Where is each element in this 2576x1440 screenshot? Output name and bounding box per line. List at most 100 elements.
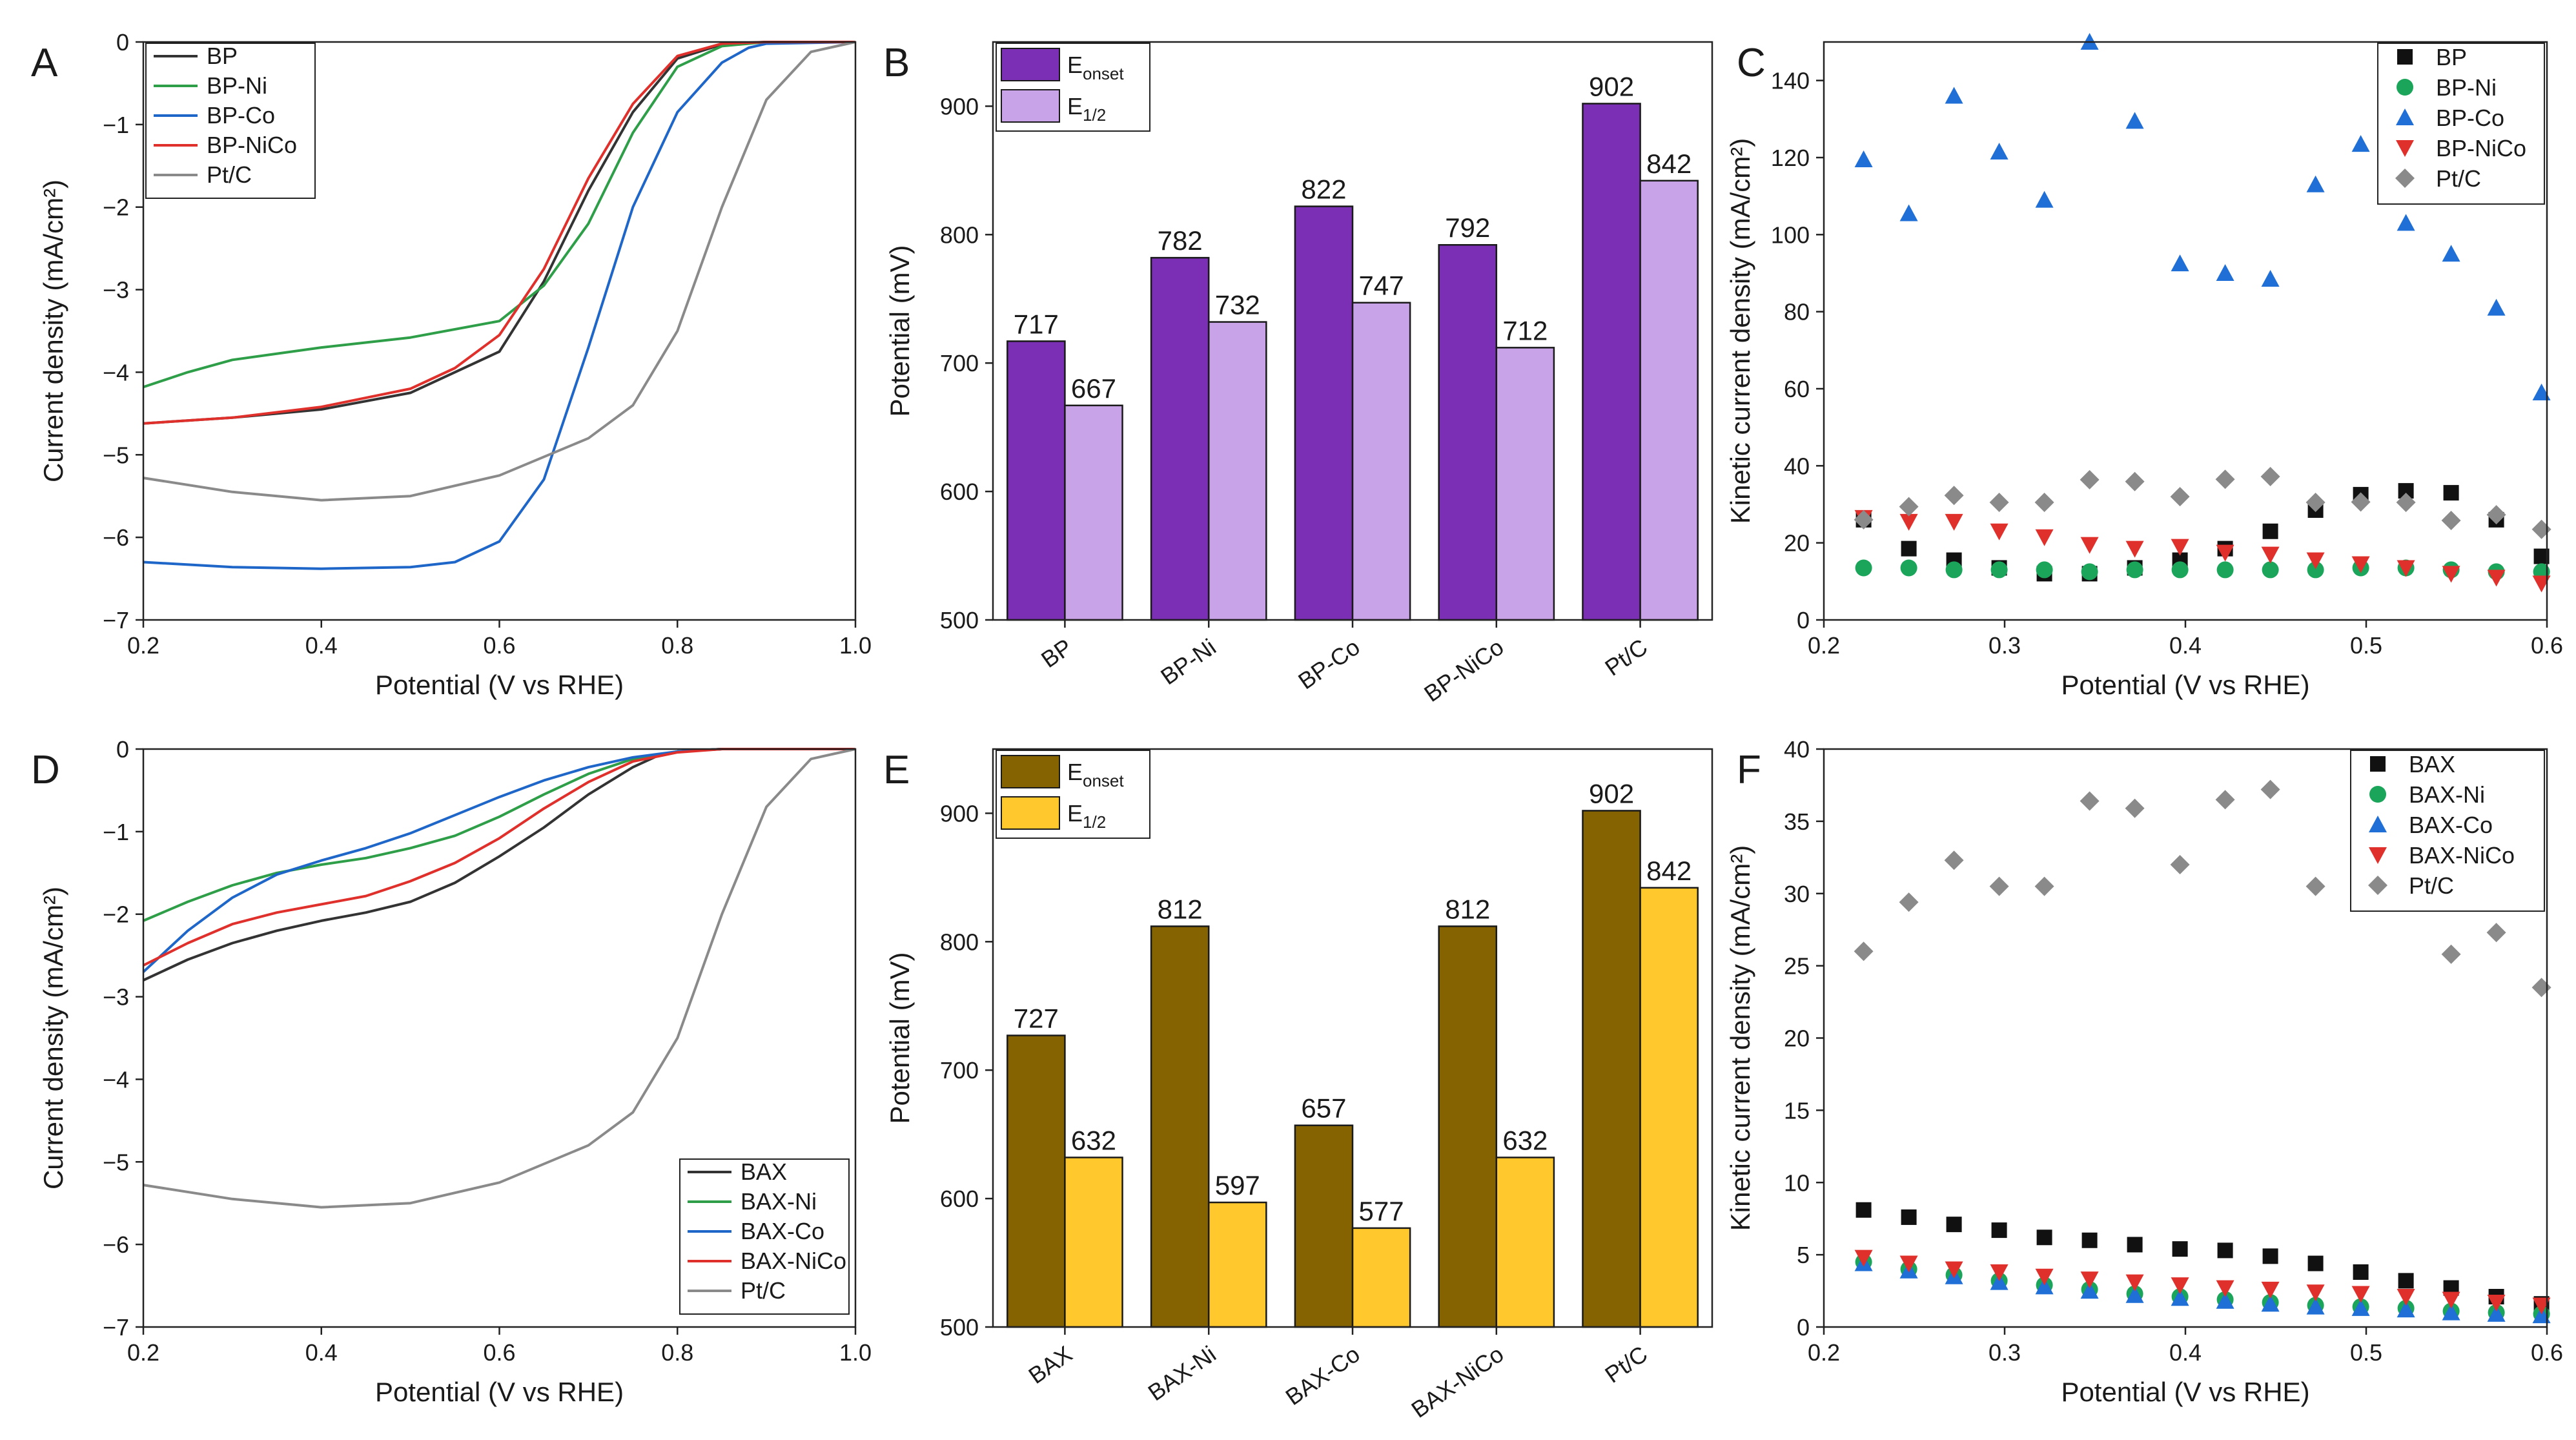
legend-label: BP-Ni bbox=[2436, 74, 2497, 101]
point-pt-c bbox=[2080, 469, 2100, 489]
legend-label: BP bbox=[207, 43, 238, 69]
y-axis-label: Current density (mA/cm²) bbox=[38, 180, 68, 482]
y-tick-label: −4 bbox=[103, 1066, 129, 1093]
point-pt-c bbox=[1989, 876, 2009, 896]
point-bp-nico bbox=[1990, 523, 2009, 540]
legend-label-sub: 1/2 bbox=[1083, 105, 1106, 125]
point-bp-co bbox=[1990, 143, 2009, 160]
category-label: BP bbox=[1036, 633, 1077, 673]
point-bp bbox=[1901, 540, 1917, 557]
panel-label-e: E bbox=[883, 748, 910, 792]
bar-bp-nico-onset bbox=[1438, 243, 1498, 621]
point-bp-co bbox=[2351, 135, 2370, 152]
legend-swatch bbox=[2396, 140, 2414, 157]
y-tick-label: −6 bbox=[103, 1231, 129, 1258]
y-tick-label: 20 bbox=[1784, 1025, 1810, 1052]
point-bp bbox=[2262, 523, 2278, 539]
plot-c bbox=[1854, 33, 2551, 593]
legend-swatch bbox=[1001, 796, 1060, 830]
point-bax-nico bbox=[2306, 1284, 2325, 1302]
x-tick-label: 0.2 bbox=[127, 632, 159, 659]
x-tick-label: 0.5 bbox=[2350, 1339, 2382, 1366]
x-axis-label: Potential (V vs RHE) bbox=[375, 670, 624, 700]
bar-bax-co-onset bbox=[1294, 1124, 1354, 1328]
y-axis-label: Kinetic current density (mA/cm²) bbox=[1725, 845, 1755, 1231]
legend-label: BP-Co bbox=[207, 102, 275, 129]
legend-label-sub: onset bbox=[1083, 771, 1124, 790]
y-tick-label: 600 bbox=[940, 478, 979, 505]
y-tick-label: 40 bbox=[1784, 453, 1810, 479]
point-bp-co bbox=[2261, 269, 2280, 287]
point-pt-c bbox=[1854, 509, 1874, 530]
x-tick-label: 0.6 bbox=[483, 632, 515, 659]
x-tick-label: 0.6 bbox=[483, 1339, 515, 1366]
legend-label: E1/2 bbox=[1067, 800, 1106, 832]
y-tick-label: −7 bbox=[103, 1314, 129, 1341]
data-label: 902 bbox=[1589, 778, 1634, 808]
data-label: 632 bbox=[1502, 1125, 1548, 1155]
bar-bp-onset bbox=[1007, 340, 1066, 621]
legend-label: BAX-Ni bbox=[2409, 781, 2485, 808]
plot-f bbox=[1854, 779, 2551, 1324]
point-bp bbox=[2443, 485, 2459, 501]
legend-swatch bbox=[2397, 79, 2413, 96]
point-bax-co bbox=[2080, 1282, 2099, 1299]
point-bax-co bbox=[2397, 1301, 2415, 1318]
point-bp-co bbox=[1854, 150, 1873, 167]
x-tick-label: 0.4 bbox=[305, 632, 338, 659]
point-bp-nico bbox=[2261, 546, 2280, 564]
bar-bp-ni-12 bbox=[1207, 321, 1267, 621]
y-tick-label: 30 bbox=[1784, 881, 1810, 907]
point-bax bbox=[1901, 1209, 1917, 1225]
category-label: BAX-NiCo bbox=[1406, 1341, 1508, 1423]
legend-swatch bbox=[2397, 49, 2413, 65]
data-label: 727 bbox=[1014, 1003, 1059, 1034]
legend-swatch bbox=[1001, 89, 1060, 123]
legend-label: Pt/C bbox=[741, 1277, 786, 1304]
point-pt-c bbox=[2441, 511, 2461, 531]
legend-label: BAX-NiCo bbox=[2409, 842, 2515, 869]
plot-e: 727 632 812 597 657 577 812 632 902 842 bbox=[1007, 778, 1699, 1328]
y-tick-label: 800 bbox=[940, 929, 979, 955]
y-tick-label: 15 bbox=[1784, 1097, 1810, 1124]
data-label: 712 bbox=[1502, 315, 1548, 345]
point-bax bbox=[2127, 1237, 2143, 1253]
point-bp-nico bbox=[2351, 556, 2370, 573]
legend-label: BAX-NiCo bbox=[741, 1248, 846, 1274]
legend-swatch bbox=[2369, 786, 2386, 803]
point-pt-c bbox=[2351, 492, 2371, 512]
bar-bax-nico-12 bbox=[1495, 1157, 1555, 1328]
legend-swatch bbox=[2370, 756, 2386, 772]
x-tick-label: 1.0 bbox=[839, 1339, 872, 1366]
point-pt-c bbox=[2125, 471, 2145, 491]
series-line-pt-c bbox=[143, 748, 856, 1209]
legend-label: BAX bbox=[741, 1158, 787, 1185]
y-tick-label: 700 bbox=[940, 350, 979, 376]
data-label: 597 bbox=[1215, 1170, 1260, 1200]
x-tick-label: 0.2 bbox=[1808, 1339, 1840, 1366]
legend: BAX BAX-Ni BAX-Co BAX-NiCo Pt/C bbox=[679, 1158, 850, 1315]
y-tick-label: 140 bbox=[1771, 68, 1810, 94]
point-pt-c bbox=[1854, 941, 1874, 962]
y-tick-label: −7 bbox=[103, 607, 129, 633]
point-bp-nico bbox=[2216, 544, 2234, 562]
point-bax-co bbox=[1990, 1273, 2009, 1290]
point-bax-nico bbox=[2125, 1274, 2144, 1291]
data-label: 667 bbox=[1071, 373, 1116, 404]
point-bp-co bbox=[2442, 245, 2460, 262]
category-label: BAX bbox=[1023, 1341, 1077, 1389]
legend-label-sub: onset bbox=[1083, 64, 1124, 83]
point-pt-c bbox=[2034, 493, 2054, 513]
point-pt-c bbox=[2215, 469, 2235, 489]
x-tick-label: 0.6 bbox=[2531, 1339, 2563, 1366]
bar-bp-nico-12 bbox=[1495, 347, 1555, 621]
point-bax bbox=[2307, 1255, 2324, 1271]
point-bax-nico bbox=[2171, 1277, 2189, 1295]
bar-pt-c-onset bbox=[1582, 103, 1641, 621]
legend-swatch bbox=[1001, 755, 1060, 788]
y-tick-label: −1 bbox=[103, 112, 129, 138]
y-tick-label: 40 bbox=[1784, 736, 1810, 763]
legend-box bbox=[145, 43, 316, 199]
